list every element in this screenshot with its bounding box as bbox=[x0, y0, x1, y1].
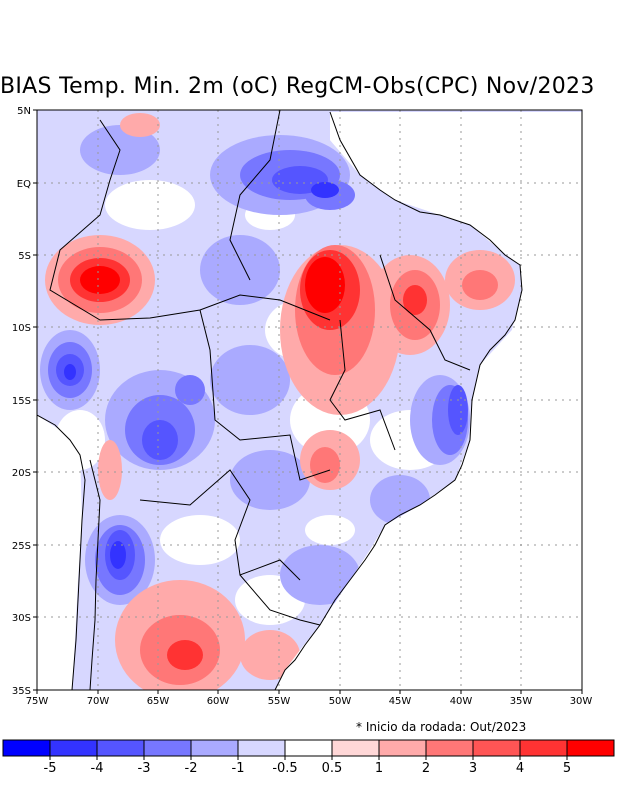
colorbar-boxes bbox=[2, 739, 615, 760]
colorbar-label: -2 bbox=[185, 761, 198, 776]
border-1 bbox=[49, 119, 331, 321]
colorbar-box bbox=[519, 739, 568, 757]
colorbar-box bbox=[378, 739, 427, 757]
lat-label: 20S bbox=[12, 468, 31, 479]
border-5 bbox=[329, 319, 396, 451]
colorbar-box bbox=[96, 739, 145, 757]
colorbar-label: -5 bbox=[44, 761, 57, 776]
colorbar-box bbox=[425, 739, 474, 757]
colorbar-label: 4 bbox=[516, 761, 524, 776]
colorbar-label: -1 bbox=[232, 761, 245, 776]
lat-label: EQ bbox=[17, 179, 31, 190]
lat-label: 30S bbox=[12, 613, 31, 624]
lon-label: 70W bbox=[87, 696, 110, 707]
border-2 bbox=[199, 309, 331, 481]
andes-border bbox=[89, 459, 101, 690]
colorbar-label: -4 bbox=[91, 761, 104, 776]
colorbar-box bbox=[566, 739, 615, 757]
lat-labels: 5N EQ 5S 10S 15S 20S 25S 30S 35S bbox=[12, 106, 31, 697]
cold-bias-4 bbox=[64, 182, 339, 569]
colorbar-label: 2 bbox=[422, 761, 430, 776]
bias-field bbox=[37, 110, 582, 690]
lat-label: 35S bbox=[12, 686, 31, 697]
warm-bias-4 bbox=[80, 257, 345, 313]
colorbar-box bbox=[190, 739, 239, 757]
lon-ticks bbox=[36, 690, 583, 694]
boundaries bbox=[37, 110, 523, 690]
lon-label: 40W bbox=[450, 696, 473, 707]
lon-label: 45W bbox=[389, 696, 412, 707]
lon-label: 55W bbox=[268, 696, 291, 707]
map-title: BIAS Temp. Min. 2m (oC) RegCM-Obs(CPC) N… bbox=[0, 74, 595, 99]
lon-label: 75W bbox=[26, 696, 49, 707]
colorbar-box bbox=[237, 739, 286, 757]
lat-label: 15S bbox=[12, 396, 31, 407]
pacific-coast bbox=[37, 414, 86, 690]
border-3 bbox=[139, 469, 301, 581]
colorbar-label: 5 bbox=[563, 761, 571, 776]
colorbar-box bbox=[143, 739, 192, 757]
colorbar-box bbox=[331, 739, 380, 757]
colorbar-label: -0.5 bbox=[272, 761, 297, 776]
lat-label: 25S bbox=[12, 541, 31, 552]
lon-label: 35W bbox=[510, 696, 533, 707]
colorbar-box bbox=[2, 739, 51, 757]
colorbar-box bbox=[284, 739, 333, 757]
lon-labels: 75W 70W 65W 60W 55W 50W 45W 40W 35W 30W bbox=[26, 696, 593, 707]
border-7 bbox=[239, 574, 321, 626]
ocean-atlantic bbox=[275, 112, 582, 690]
colorbar-box bbox=[49, 739, 98, 757]
border-4 bbox=[229, 110, 281, 281]
ocean-pacific bbox=[37, 415, 82, 690]
border-6 bbox=[379, 254, 471, 371]
colorbar-box bbox=[472, 739, 521, 757]
colorbar-label: 0.5 bbox=[322, 761, 343, 776]
cold-bias-3 bbox=[56, 166, 468, 580]
colorbar-label: -3 bbox=[138, 761, 151, 776]
lon-label: 30W bbox=[570, 696, 593, 707]
lat-label: 10S bbox=[12, 323, 31, 334]
lat-ticks bbox=[33, 109, 37, 691]
lon-label: 65W bbox=[147, 696, 170, 707]
lat-label: 5N bbox=[17, 106, 31, 117]
run-start-note: * Inicio da rodada: Out/2023 bbox=[356, 720, 527, 734]
colorbar-label: 1 bbox=[375, 761, 383, 776]
coastline bbox=[274, 111, 523, 690]
lon-label: 60W bbox=[207, 696, 230, 707]
colorbar-label: 3 bbox=[469, 761, 477, 776]
lat-label: 5S bbox=[18, 251, 31, 262]
colorbar-labels: -5 -4 -3 -2 -1 -0.5 0.5 1 2 3 4 5 bbox=[44, 761, 572, 776]
lon-label: 50W bbox=[329, 696, 352, 707]
